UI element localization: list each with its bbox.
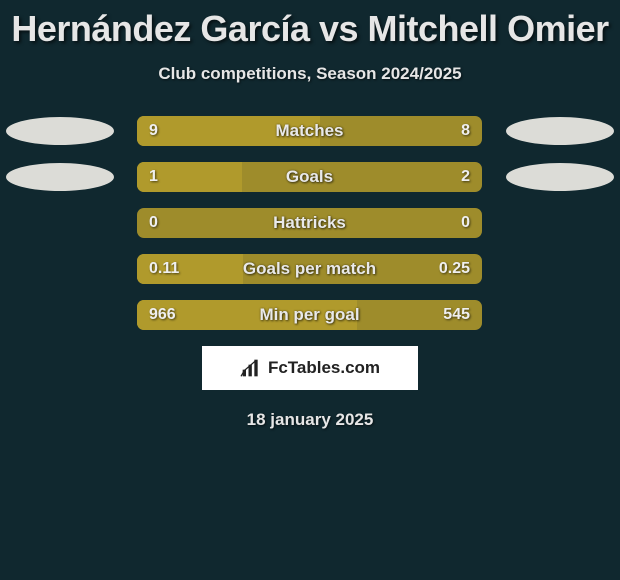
bar-chart-icon [240, 358, 262, 378]
stat-value-left: 9 [137, 116, 170, 146]
stat-row: 966545Min per goal [0, 300, 620, 330]
stat-row: 0 0Hattricks [0, 208, 620, 238]
player-right-ellipse [506, 117, 614, 145]
stat-value-left: 0.11 [137, 254, 191, 284]
stat-row: 0.110.25Goals per match [0, 254, 620, 284]
subtitle: Club competitions, Season 2024/2025 [0, 64, 620, 84]
page-title: Hernández García vs Mitchell Omier [0, 0, 620, 50]
stat-row: 98Matches [0, 116, 620, 146]
footer-brand-box: FcTables.com [202, 346, 418, 390]
player-left-ellipse [6, 117, 114, 145]
date-text: 18 january 2025 [0, 410, 620, 430]
stat-bar-track: 0.110.25Goals per match [137, 254, 482, 284]
player-right-ellipse [506, 163, 614, 191]
stat-value-right: 0.25 [427, 254, 482, 284]
stat-bar-track: 0 0Hattricks [137, 208, 482, 238]
comparison-chart: 98Matches12Goals00Hattricks0.110.25Goals… [0, 116, 620, 330]
stat-value-left: 0 [137, 208, 170, 238]
stat-value-right: 545 [431, 300, 482, 330]
stat-bar-track: 12Goals [137, 162, 482, 192]
stat-value-right: 0 [449, 208, 482, 238]
stat-value-right: 8 [449, 116, 482, 146]
stat-value-left: 1 [137, 162, 170, 192]
stat-value-left: 966 [137, 300, 188, 330]
stat-row: 12Goals [0, 162, 620, 192]
footer-brand-text: FcTables.com [268, 358, 380, 378]
stat-bar-track: 98Matches [137, 116, 482, 146]
player-left-ellipse [6, 163, 114, 191]
stat-value-right: 2 [449, 162, 482, 192]
stat-bar-track: 966545Min per goal [137, 300, 482, 330]
stat-label: Hattricks [137, 208, 482, 238]
